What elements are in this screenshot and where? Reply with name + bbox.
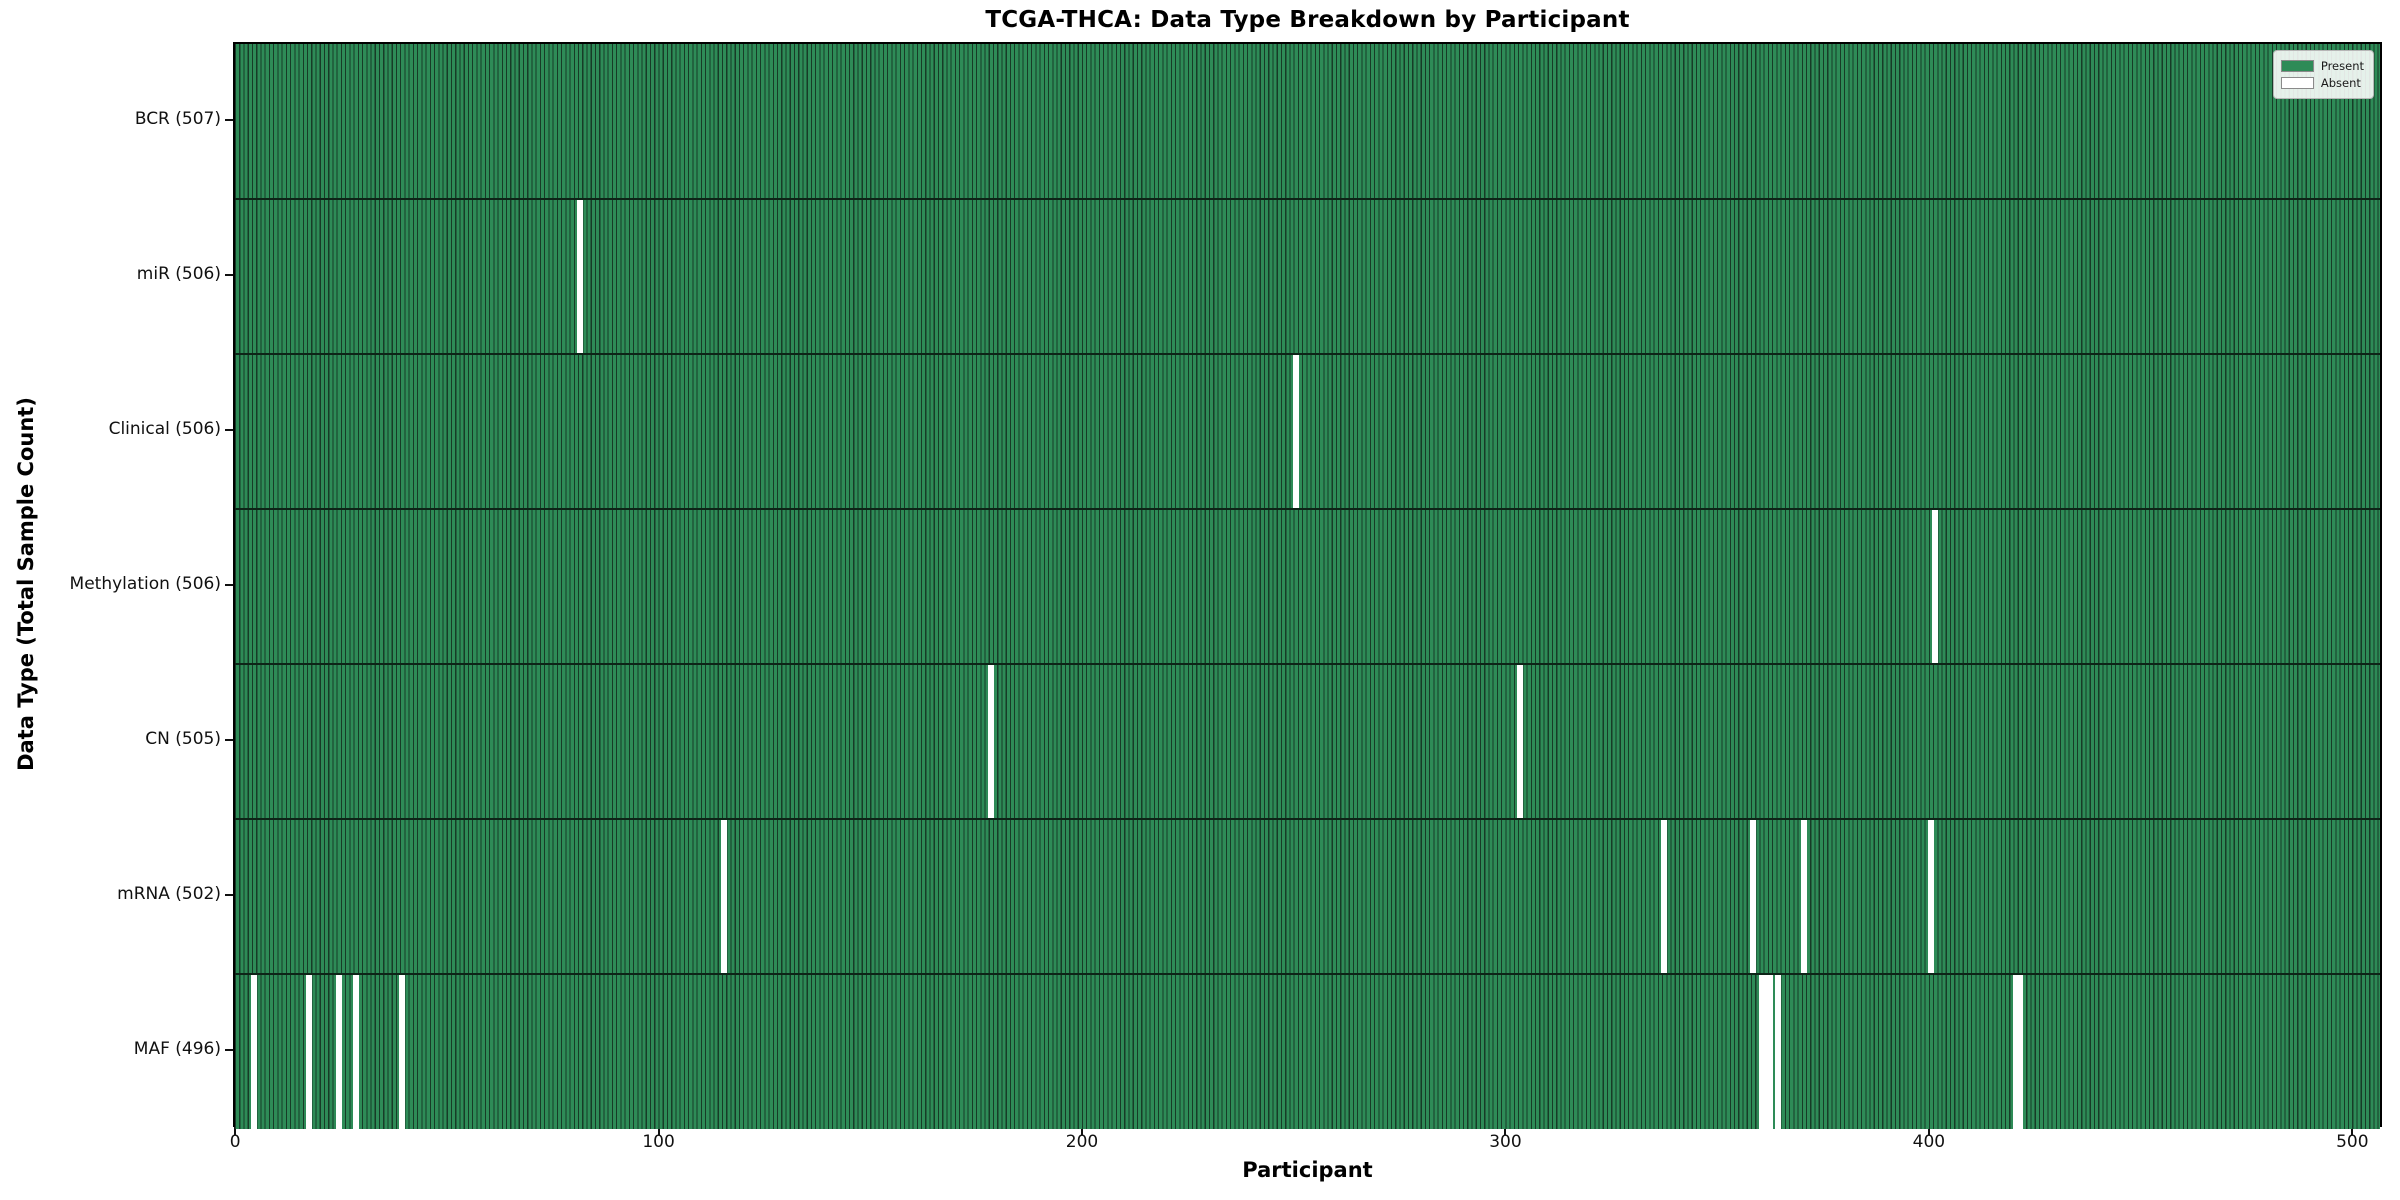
y-tick-mark (225, 738, 233, 741)
y-tick-label-methylation-506: Methylation (506) (69, 573, 221, 594)
absent-gap-mrna-502-400 (1927, 819, 1934, 974)
absent-gap-mrna-502-337 (1661, 819, 1668, 974)
y-tick-mark (225, 893, 233, 896)
x-axis-label: Participant (1242, 1158, 1373, 1182)
y-tick-label-maf-496: MAF (496) (133, 1038, 221, 1059)
y-tick-label-bcr-507: BCR (507) (134, 108, 221, 129)
x-tick-mark (1927, 1127, 1930, 1135)
row-band-bcr-507 (235, 44, 2380, 199)
legend-swatch-absent-icon (2280, 77, 2314, 89)
row-band-maf-496 (235, 974, 2380, 1129)
chart-title: TCGA-THCA: Data Type Breakdown by Partic… (985, 7, 1630, 33)
row-band-mir-506 (235, 199, 2380, 354)
row-divider (235, 508, 2380, 510)
y-tick-mark (225, 428, 233, 431)
x-tick-label-200: 200 (1065, 1132, 1099, 1152)
absent-gap-methylation-506-401 (1932, 509, 1939, 664)
row-divider (235, 663, 2380, 665)
row-band-clinical-506 (235, 354, 2380, 509)
absent-gap-mrna-502-358 (1750, 819, 1757, 974)
y-tick-mark (225, 1048, 233, 1051)
legend-item-present: Present (2280, 59, 2364, 73)
row-divider (235, 973, 2380, 975)
row-divider (235, 198, 2380, 200)
x-tick-mark (1504, 1127, 1507, 1135)
absent-gap-mrna-502-115 (721, 819, 728, 974)
legend-label-absent: Absent (2320, 76, 2361, 90)
x-tick-mark (1081, 1127, 1083, 1135)
absent-gap-maf-496-4 (251, 974, 258, 1129)
y-tick-label-cn-505: CN (505) (145, 728, 221, 749)
legend: Present Absent (2272, 50, 2374, 99)
absent-gap-maf-496-420 (2012, 974, 2019, 1129)
x-tick-mark (657, 1127, 660, 1135)
x-tick-mark (234, 1127, 237, 1135)
absent-gap-clinical-506-250 (1292, 354, 1299, 509)
absent-gap-maf-496-17 (306, 974, 313, 1129)
legend-swatch-present-icon (2280, 60, 2314, 72)
absent-gap-maf-496-39 (399, 974, 406, 1129)
absent-gap-maf-496-364 (1775, 974, 1782, 1129)
y-tick-mark (225, 583, 233, 586)
absent-gap-mir-506-81 (577, 199, 584, 354)
x-tick-label-400: 400 (1912, 1132, 1946, 1152)
absent-gap-maf-496-361 (1762, 974, 1769, 1129)
y-tick-mark (225, 273, 233, 276)
row-band-cn-505 (235, 664, 2380, 819)
x-tick-label-500: 500 (2336, 1132, 2369, 1152)
legend-label-present: Present (2320, 59, 2364, 73)
x-tick-mark (2351, 1127, 2354, 1135)
y-tick-label-clinical-506: Clinical (506) (108, 418, 221, 439)
absent-gap-maf-496-360 (1758, 974, 1765, 1129)
y-tick-mark (225, 118, 233, 121)
absent-gap-maf-496-362 (1767, 974, 1773, 1129)
row-band-mrna-502 (235, 819, 2380, 974)
x-tick-label-0: 0 (229, 1132, 241, 1152)
plot-area: Present Absent (233, 42, 2382, 1129)
absent-gap-maf-496-24 (335, 974, 342, 1129)
row-band-methylation-506 (235, 509, 2380, 664)
row-divider (235, 353, 2380, 355)
absent-gap-mrna-502-370 (1800, 819, 1807, 974)
absent-gap-cn-505-303 (1517, 664, 1524, 819)
absent-gap-maf-496-421 (2016, 974, 2023, 1129)
x-tick-label-100: 100 (642, 1132, 675, 1152)
absent-gap-maf-496-28 (352, 974, 359, 1129)
row-divider (235, 818, 2380, 820)
absent-gap-cn-505-178 (987, 664, 994, 819)
y-tick-label-mir-506: miR (506) (136, 263, 221, 284)
x-tick-label-300: 300 (1489, 1132, 1522, 1152)
y-tick-label-mrna-502: mRNA (502) (117, 883, 221, 904)
legend-item-absent: Absent (2280, 76, 2364, 90)
